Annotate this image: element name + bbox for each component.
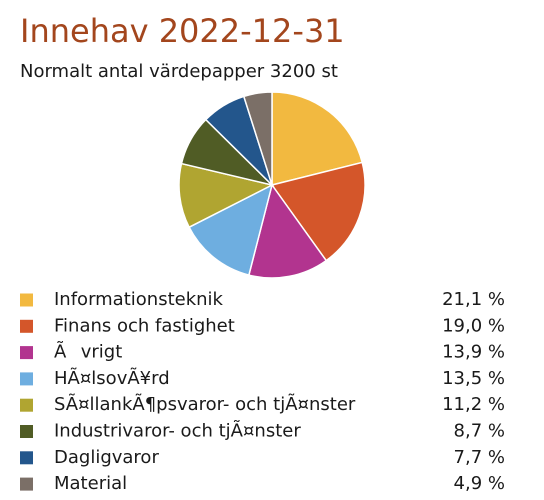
legend-swatch [20, 293, 33, 307]
legend-swatch [20, 398, 33, 412]
legend-swatch [20, 477, 33, 491]
pie-slice [247, 183, 328, 279]
legend-label: Material [54, 473, 127, 494]
value-label: 11,2 % [442, 394, 505, 415]
chart-title: Innehav 2022-12-31 [20, 12, 345, 50]
pie-slice [242, 91, 273, 186]
value-label: 13,9 % [442, 342, 505, 363]
value-label: 13,5 % [442, 368, 505, 389]
legend-label: Finans och fastighet [54, 315, 235, 336]
chart-subtitle: Normalt antal värdepapper 3200 st [20, 61, 338, 82]
legend-label: Informationsteknik [54, 289, 224, 310]
value-label: 19,0 % [442, 315, 505, 336]
legend-label: Industrivaror- och tjÃ¤nster [54, 420, 301, 442]
legend-swatch [20, 319, 33, 333]
legend-swatch [20, 346, 33, 360]
pie-slice [270, 161, 366, 262]
pie-slice [178, 162, 275, 229]
value-label: 21,1 % [442, 289, 505, 310]
pie-slice [271, 91, 364, 186]
legend-swatch [20, 372, 33, 386]
value-label: 8,7 % [454, 421, 505, 442]
legend-label: Ãvrigt [54, 341, 122, 363]
pie-slice [188, 183, 274, 276]
value-label: 7,7 % [454, 447, 505, 468]
legend-swatch [20, 425, 33, 438]
legend-label: SÃ¤llankÃ¶psvaror- och tjÃ¤nster [54, 393, 356, 415]
value-label: 4,9 % [454, 473, 505, 494]
legend-label: HÃ¤lsovÃ¥rd [54, 367, 170, 389]
legend-label: Dagligvaror [54, 447, 159, 468]
legend-swatch [20, 451, 33, 465]
